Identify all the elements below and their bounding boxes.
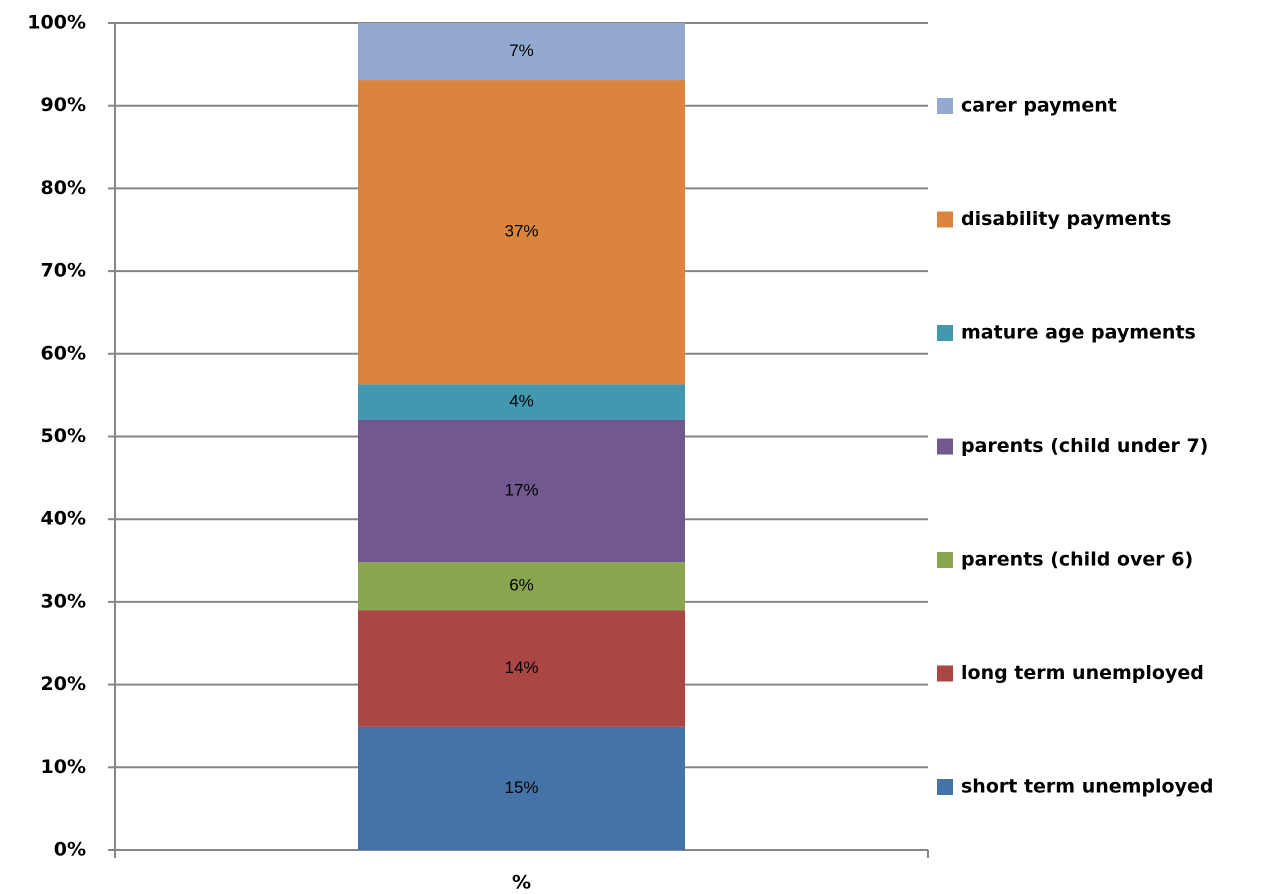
data-label: 15%: [504, 778, 538, 797]
x-tick-label: %: [512, 872, 531, 894]
y-tick-label: 60%: [41, 342, 86, 364]
data-label: 17%: [504, 481, 538, 500]
legend-label: short term unemployed: [961, 776, 1213, 798]
y-tick-label: 70%: [41, 260, 86, 282]
data-label: 4%: [509, 392, 534, 411]
bar-segment: [358, 80, 685, 385]
legend-label: disability payments: [961, 208, 1171, 230]
legend-label: mature age payments: [961, 322, 1196, 344]
legend-swatch: [937, 211, 953, 228]
legend-swatch: [937, 325, 953, 341]
data-label: 14%: [504, 658, 538, 677]
data-label: 6%: [509, 576, 534, 595]
data-label: 7%: [509, 41, 534, 60]
legend-label: parents (child over 6): [961, 549, 1193, 571]
y-tick-label: 100%: [27, 12, 86, 34]
bar-segment: [358, 562, 685, 611]
legend-swatch: [937, 552, 953, 568]
bar-segment: [358, 726, 685, 850]
bar-segment: [358, 419, 685, 563]
y-tick-label: 80%: [41, 177, 86, 199]
legend-label: long term unemployed: [961, 662, 1204, 684]
legend-label: carer payment: [961, 95, 1117, 117]
y-tick-label: 40%: [41, 508, 86, 530]
legend-swatch: [937, 665, 953, 682]
bar-segment: [358, 610, 685, 727]
y-tick-label: 10%: [41, 756, 86, 778]
bar-segment: [358, 384, 685, 420]
legend-swatch: [937, 438, 953, 455]
legend-swatch: [937, 98, 953, 114]
data-label: 37%: [504, 222, 538, 241]
y-tick-label: 20%: [41, 673, 86, 695]
y-tick-label: 30%: [41, 590, 86, 612]
legend-label: parents (child under 7): [961, 435, 1208, 457]
bar-segment: [358, 23, 685, 81]
y-tick-label: 50%: [41, 425, 86, 447]
y-tick-label: 90%: [41, 94, 86, 116]
legend-swatch: [937, 779, 953, 795]
y-tick-label: 0%: [54, 839, 86, 861]
